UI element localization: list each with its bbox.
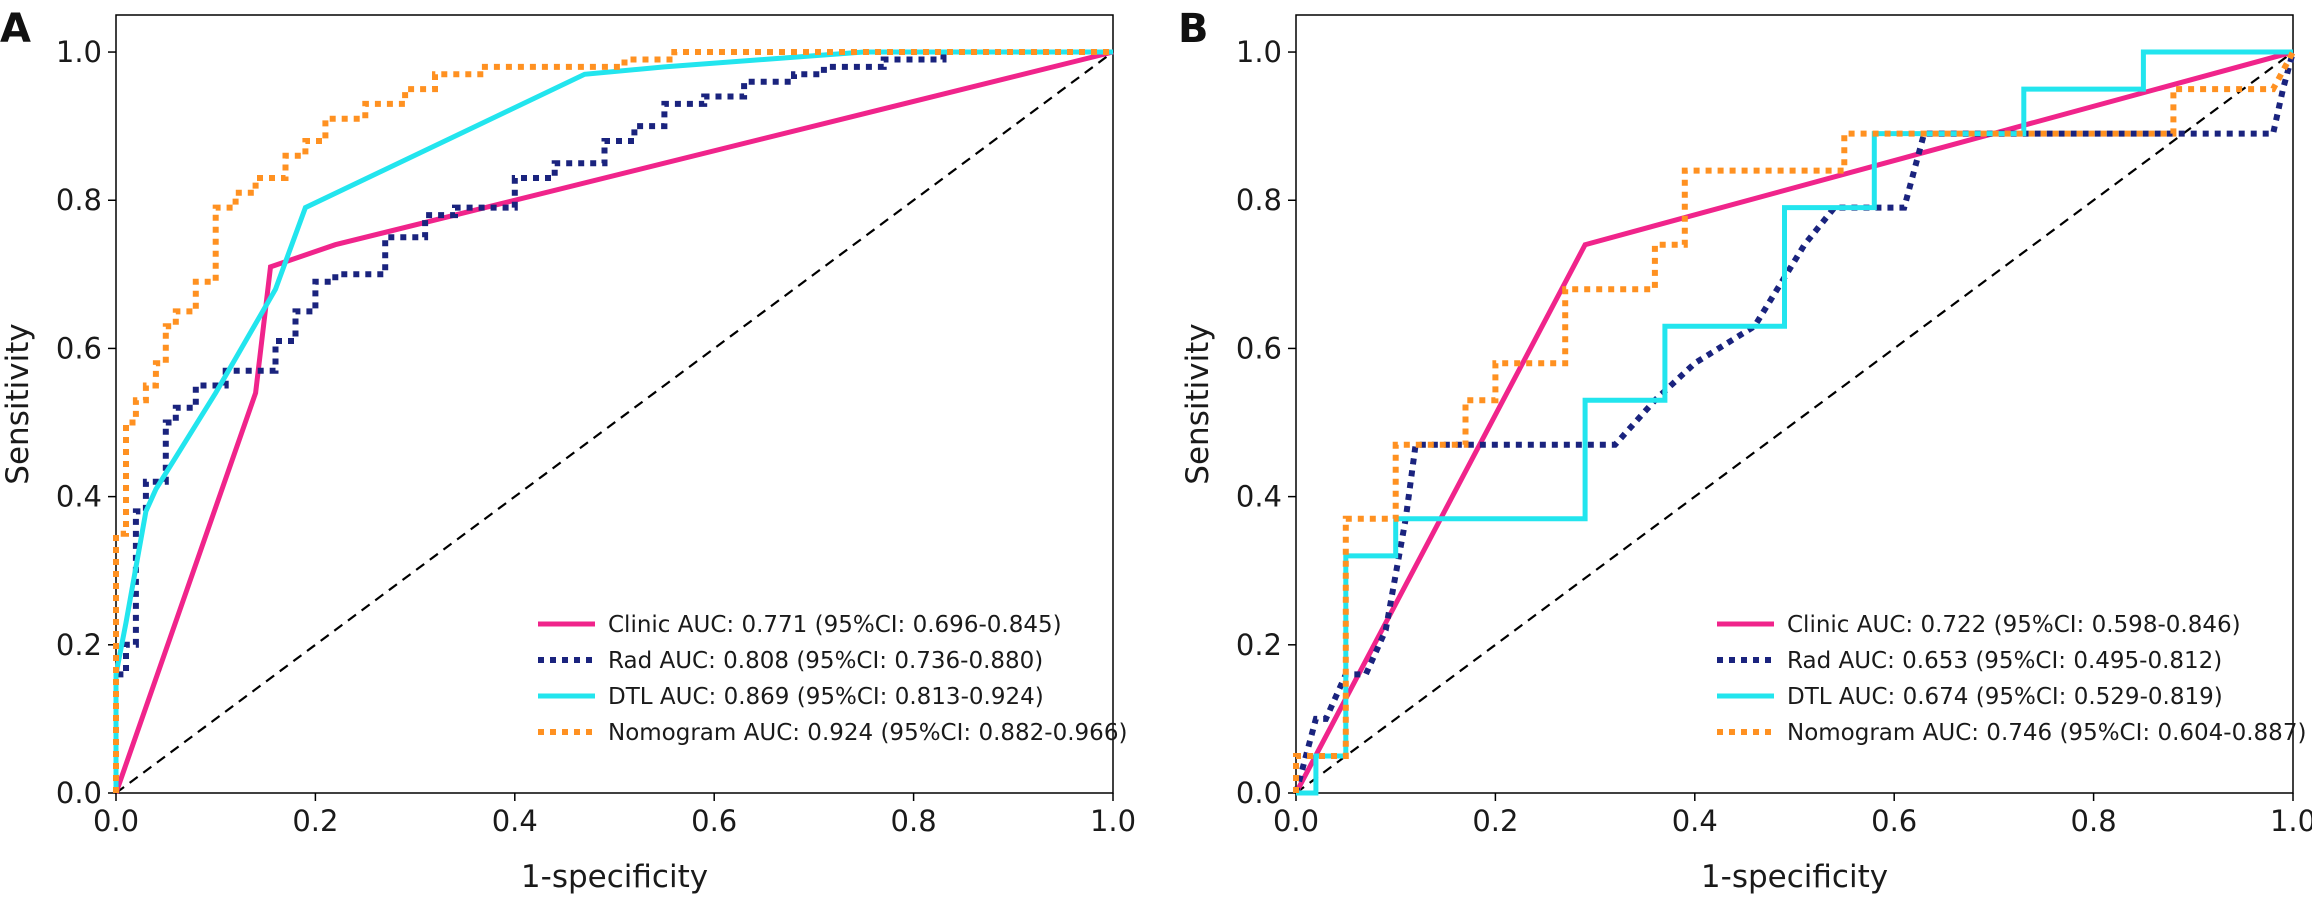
x-tick-label: 0.2 [1472, 804, 1518, 838]
legend-entry-label: DTL AUC: 0.869 (95%CI: 0.813-0.924) [608, 684, 1044, 710]
y-tick-label: 0.8 [1236, 183, 1282, 217]
legend-entry-label: Nomogram AUC: 0.746 (95%CI: 0.604-0.887) [1787, 720, 2306, 746]
series-line [113, 49, 1113, 793]
series-line [113, 49, 1113, 793]
plot-frame [115, 14, 1114, 794]
y-tick-label: 0.0 [1236, 776, 1282, 810]
y-tick-label: 0.4 [1236, 480, 1282, 514]
x-tick-label: 0.6 [691, 804, 737, 838]
panel-label: B [1178, 6, 1209, 52]
x-axis-label: 1-specificity [1701, 859, 1888, 895]
series-line [113, 49, 1114, 794]
y-tick-label: 0.4 [56, 480, 102, 514]
legend-entry-label: DTL AUC: 0.674 (95%CI: 0.529-0.819) [1787, 684, 2223, 710]
x-tick-label: 0.0 [93, 804, 139, 838]
y-tick-label: 1.0 [56, 35, 102, 69]
reference-diagonal [115, 51, 1114, 794]
x-tick-label: 0.4 [492, 804, 538, 838]
y-tick-label: 0.2 [1236, 628, 1282, 662]
y-axis-label: Sensitivity [0, 323, 36, 484]
y-axis-label: Sensitivity [1180, 323, 1216, 484]
reference-diagonal [1295, 51, 2294, 794]
legend-entry-label: Nomogram AUC: 0.924 (95%CI: 0.882-0.966) [608, 720, 1127, 746]
legend: Clinic AUC: 0.722 (95%CI: 0.598-0.846) Ra… [1717, 612, 2306, 746]
x-axis-label: 1-specificity [521, 859, 708, 895]
x-tick-label: 1.0 [1090, 804, 1136, 838]
plot-frame [1295, 14, 2294, 794]
y-tick-label: 0.8 [56, 183, 102, 217]
x-tick-label: 0.4 [1672, 804, 1718, 838]
y-tick-label: 0.6 [1236, 331, 1282, 365]
legend-entry-label: Clinic AUC: 0.771 (95%CI: 0.696-0.845) [608, 612, 1062, 638]
x-tick-label: 0.8 [891, 804, 937, 838]
series-line [1293, 51, 2296, 794]
x-tick-label: 1.0 [2270, 804, 2312, 838]
series-line [1293, 50, 2296, 793]
panel-label: A [0, 6, 31, 52]
y-tick-label: 0.6 [56, 331, 102, 365]
roc-panel-a: A 0.0 0.2 0.4 0.6 0.8 1.0 0.0 0.2 0.4 0.6 0.8 1.0 1-s… [0, 6, 1136, 895]
legend-entry-label: Clinic AUC: 0.722 (95%CI: 0.598-0.846) [1787, 612, 2241, 638]
series-line [113, 49, 1113, 793]
y-tick-label: 0.2 [56, 628, 102, 662]
roc-panel-b: B 0.0 0.2 0.4 0.6 0.8 1.0 0.0 0.2 0.4 0.6 0.8 1.0 1-s… [1178, 6, 2312, 895]
y-tick-label: 1.0 [1236, 35, 1282, 69]
x-tick-label: 0.0 [1273, 804, 1319, 838]
legend: Clinic AUC: 0.771 (95%CI: 0.696-0.845) Ra… [538, 612, 1127, 746]
series-line [1293, 49, 2294, 795]
x-tick-label: 0.6 [1871, 804, 1917, 838]
legend-entry-label: Rad AUC: 0.808 (95%CI: 0.736-0.880) [608, 648, 1043, 674]
x-tick-label: 0.8 [2071, 804, 2117, 838]
x-tick-label: 0.2 [292, 804, 338, 838]
legend-entry-label: Rad AUC: 0.653 (95%CI: 0.495-0.812) [1787, 648, 2222, 674]
y-tick-label: 0.0 [56, 776, 102, 810]
